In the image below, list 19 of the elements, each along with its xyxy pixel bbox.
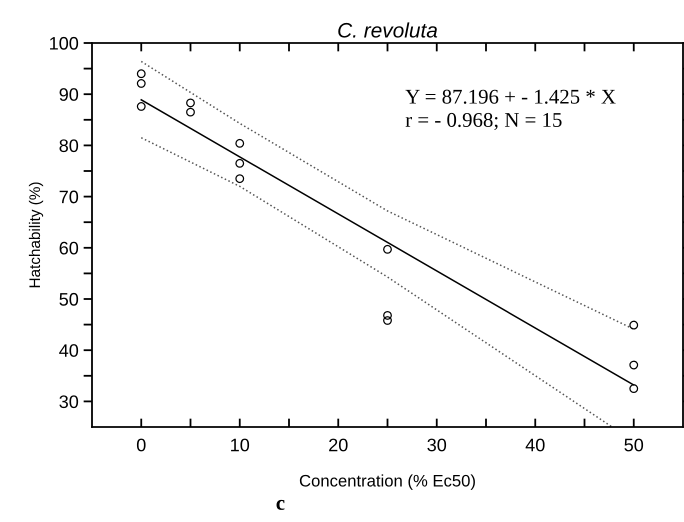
annotation: Y = 87.196 + - 1.425 * X r = - 0.968; N = 15 <box>405 90 616 130</box>
text: c <box>276 500 285 510</box>
x-tick-label: 50 <box>624 438 644 452</box>
y-tick-label: 50 <box>59 292 78 306</box>
x-tick-label: 20 <box>329 438 348 452</box>
x-tick-label: 10 <box>231 438 250 452</box>
y-tick-label: 60 <box>60 242 78 255</box>
x-tick-label: 40 <box>526 438 545 452</box>
y-tick-label: 90 <box>60 88 78 101</box>
y-tick-label: 30 <box>59 395 78 408</box>
x-tick-label: 0 <box>136 438 146 452</box>
y-tick-label: 70 <box>60 190 78 204</box>
y-axis-title: Hatchability (%) <box>28 182 44 288</box>
x-axis-title: Concentration (% Ec50) <box>300 474 475 490</box>
y-tick-label: 40 <box>59 344 78 357</box>
chart-title: C. revoluta <box>338 22 438 38</box>
y-tick-label: 80 <box>60 139 78 152</box>
x-tick-label: 30 <box>427 438 446 452</box>
y-tick-label: 100 <box>50 36 78 50</box>
